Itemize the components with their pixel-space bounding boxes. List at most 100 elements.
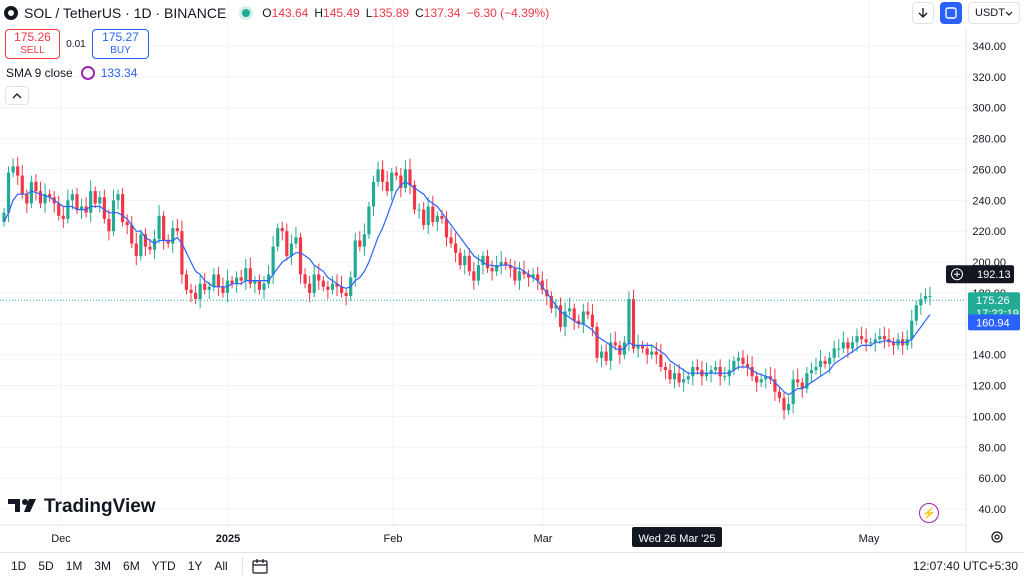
- price-tick-label: 140.00: [972, 350, 1006, 362]
- candle-body: [75, 194, 79, 210]
- candle-body: [102, 197, 106, 219]
- price-tick-label: 240.00: [972, 195, 1006, 207]
- candle-body: [271, 246, 275, 275]
- low-label: L: [365, 6, 373, 20]
- high-label: H: [314, 6, 324, 20]
- candle-body: [581, 311, 585, 324]
- candle-body: [339, 286, 344, 293]
- flash-icon[interactable]: ⚡: [919, 503, 939, 523]
- candle-body: [440, 215, 444, 219]
- chevron-down-icon: [1005, 11, 1013, 16]
- candle-body: [750, 367, 754, 377]
- candle-body: [207, 286, 211, 290]
- candle-body: [239, 277, 243, 281]
- crosshair-time-label: Wed 26 Mar '25: [638, 533, 715, 545]
- range-3m[interactable]: 3M: [94, 559, 112, 573]
- range-5d[interactable]: 5D: [38, 559, 54, 573]
- candle-body: [859, 336, 864, 340]
- candle-body: [371, 181, 376, 207]
- plus-icon: [954, 271, 960, 278]
- candle-body: [759, 379, 763, 383]
- low-value: 135.89: [372, 6, 410, 20]
- candle-body: [832, 348, 836, 358]
- candle-body: [412, 184, 417, 210]
- candle-body: [704, 373, 709, 377]
- candle-body: [668, 370, 672, 380]
- time-tick-label: May: [859, 533, 880, 545]
- candle-body: [148, 246, 152, 250]
- candle-body: [672, 373, 677, 380]
- clock-timezone[interactable]: 12:07:40 UTC+5:30: [912, 559, 1018, 573]
- go-to-date-button[interactable]: [251, 557, 271, 575]
- candle-body: [495, 265, 499, 272]
- candle-body: [57, 203, 61, 216]
- candle-body: [741, 357, 745, 364]
- candle-body: [399, 175, 403, 188]
- tradingview-wordmark: TradingView: [44, 496, 156, 517]
- candle-body: [38, 191, 43, 204]
- candle-body: [636, 345, 640, 349]
- close-value: 137.34: [423, 6, 461, 20]
- candle-body: [809, 370, 813, 374]
- price-tick-label: 300.00: [972, 103, 1006, 115]
- candle-body: [755, 376, 759, 383]
- candle-body: [394, 172, 398, 176]
- range-ytd[interactable]: YTD: [151, 559, 176, 573]
- last-price-box: [968, 292, 1020, 321]
- candle-body: [353, 240, 357, 278]
- ohlc-values: O 143.64 H 145.49 L 135.89 C 137.34 −6.3…: [262, 6, 555, 20]
- tradingview-icon: [8, 497, 38, 518]
- candle-body: [276, 228, 280, 247]
- buy-button[interactable]: 175.27 BUY: [92, 29, 149, 59]
- candle-body: [266, 274, 271, 284]
- candle-body: [472, 271, 476, 281]
- candle-body: [216, 274, 220, 287]
- candle-body: [595, 326, 599, 358]
- candle-body: [718, 367, 722, 377]
- sell-button[interactable]: 175.26 SELL: [5, 29, 60, 59]
- currency-select[interactable]: USDT: [968, 2, 1020, 24]
- fullscreen-button[interactable]: [940, 2, 962, 24]
- crosshair-time-box: [632, 527, 722, 547]
- price-tick-label: 60.00: [978, 473, 1006, 485]
- price-chart[interactable]: 340.00 320.00 300.00 280.00 260.00 240.00 220.…: [0, 0, 1024, 552]
- candle-body: [599, 351, 604, 358]
- range-1y[interactable]: 1Y: [187, 559, 203, 573]
- candle-body: [878, 336, 882, 340]
- symbol-title[interactable]: SOL / TetherUS · 1D · BINANCE: [24, 5, 227, 21]
- candle-body: [627, 299, 631, 343]
- candle-body: [376, 169, 380, 182]
- sma-line: [3, 181, 931, 396]
- candle-body: [221, 286, 225, 293]
- sma-legend[interactable]: SMA 9 close 133.34: [6, 66, 137, 80]
- range-1d[interactable]: 1D: [11, 559, 27, 573]
- candle-body: [476, 265, 481, 281]
- candle-body: [714, 367, 718, 371]
- candle-body: [130, 225, 134, 244]
- range-6m[interactable]: 6M: [123, 559, 140, 573]
- time-tick-label: Dec: [51, 533, 71, 545]
- candle-body: [48, 194, 52, 198]
- candle-body: [645, 348, 649, 355]
- candle-body: [198, 283, 202, 300]
- candle-body: [321, 280, 325, 287]
- add-alert-icon[interactable]: [951, 268, 963, 281]
- candle-body: [650, 351, 654, 355]
- axis-settings-button[interactable]: [988, 528, 1006, 546]
- candle-body: [20, 175, 24, 195]
- candle-body: [175, 228, 179, 232]
- candle-body: [554, 305, 558, 309]
- candle-body: [66, 200, 70, 219]
- candle-body: [568, 308, 572, 312]
- candle-body: [631, 299, 636, 349]
- collapse-legend-button[interactable]: [5, 86, 29, 105]
- candle-body: [590, 314, 595, 327]
- scroll-down-button[interactable]: [912, 2, 934, 24]
- range-1m[interactable]: 1M: [65, 559, 83, 573]
- candle-body: [873, 339, 877, 343]
- candle-body: [467, 255, 471, 272]
- candle-body: [841, 342, 845, 349]
- candle-body: [864, 339, 868, 343]
- toolbar-divider: [241, 557, 243, 575]
- range-all[interactable]: All: [214, 559, 228, 573]
